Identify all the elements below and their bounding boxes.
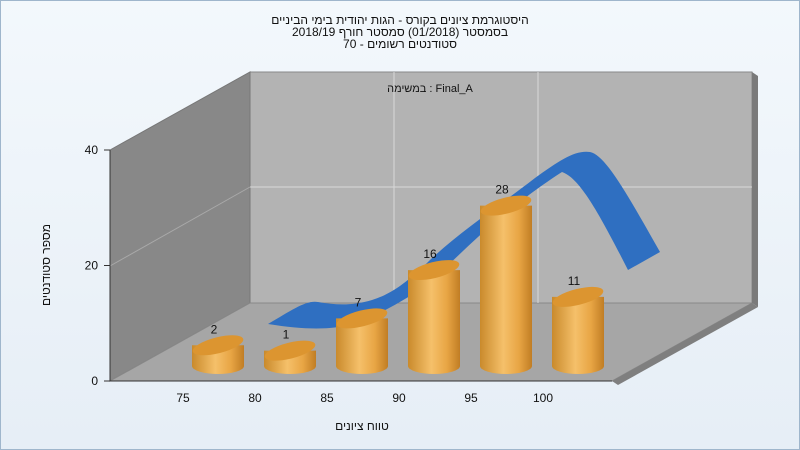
- bar-value-label: 7: [355, 295, 362, 309]
- bar: 16: [408, 247, 460, 374]
- bar: 2: [192, 322, 244, 374]
- bar: 28: [480, 183, 532, 374]
- bar-body: [480, 205, 532, 374]
- bar-top: [192, 335, 244, 356]
- bar-top: [552, 286, 604, 307]
- bar-top: [264, 340, 316, 361]
- chart-subtitle: במשימה : Final_A: [387, 83, 473, 95]
- chart-title-line-2: בסמסטר (01/2018) סמסטר חורף 2018/19: [291, 25, 509, 39]
- back-wall-edge: [752, 72, 758, 307]
- y-tick-label: 40: [85, 143, 99, 157]
- x-tick-label: 80: [248, 391, 262, 405]
- bar-value-label: 11: [568, 274, 581, 288]
- bar-top: [408, 260, 460, 281]
- x-tick-label: 95: [464, 391, 478, 405]
- bar-value-label: 1: [283, 328, 290, 342]
- floor-edge: [612, 303, 758, 385]
- bar-top: [336, 308, 388, 329]
- bar-value-label: 16: [423, 247, 437, 261]
- bar: 7: [336, 295, 388, 374]
- bar-body: [336, 318, 388, 374]
- bar: 1: [264, 328, 316, 374]
- trend-curve: [268, 151, 660, 329]
- bar-value-label: 28: [495, 183, 509, 197]
- x-axis-label: טווח ציונים: [335, 419, 389, 433]
- chart-title-line-3: סטודנטים רשומים - 70: [343, 37, 457, 51]
- bar-body: [552, 296, 604, 374]
- bar: 11: [552, 274, 604, 374]
- y-tick-label: 20: [85, 259, 99, 273]
- x-tick-label: 90: [392, 391, 406, 405]
- bar-value-label: 2: [211, 322, 218, 336]
- x-tick-label: 100: [533, 391, 553, 405]
- y-axis-label: מספר סטודנטים: [39, 224, 53, 306]
- chart-title-line-1: היסטוגרמת ציונים בקורס - הגות יהודית בימ…: [271, 13, 529, 27]
- side-wall-gridline: [109, 186, 251, 267]
- bar-body: [408, 270, 460, 374]
- y-tick-label: 0: [91, 374, 98, 388]
- x-tick-label: 75: [176, 391, 190, 405]
- bar-top: [480, 195, 532, 216]
- x-tick-label: 85: [320, 391, 334, 405]
